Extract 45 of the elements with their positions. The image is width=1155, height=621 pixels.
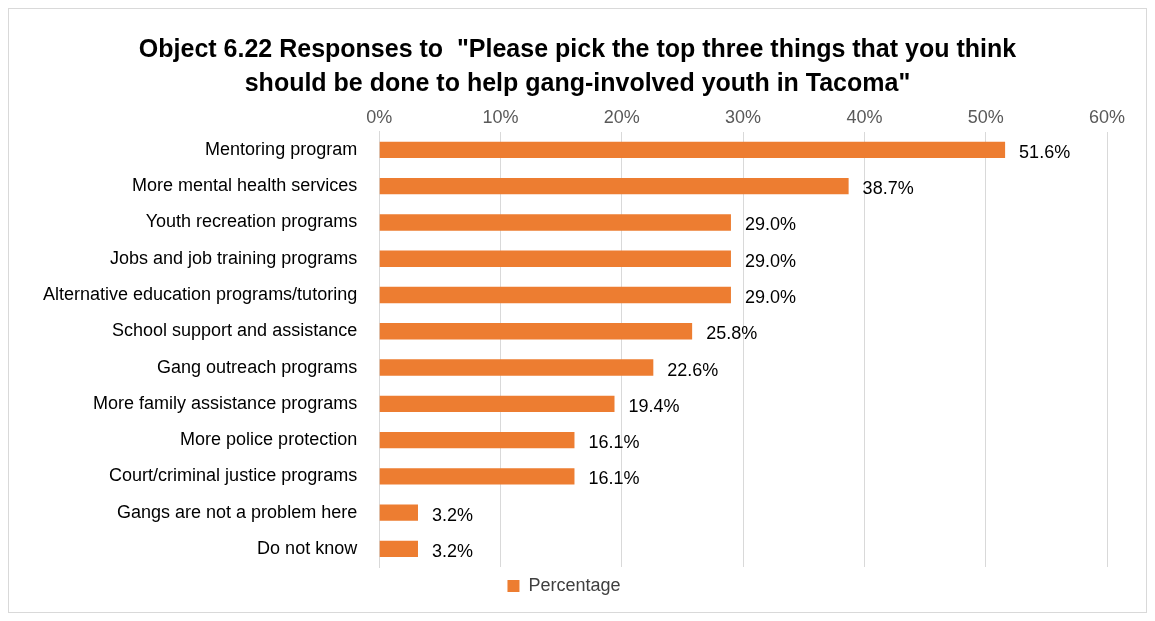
bar: [379, 395, 615, 412]
bar: [379, 504, 418, 521]
data-label: 19.4%: [628, 395, 680, 416]
bar: [379, 468, 575, 485]
x-tick-label: 30%: [725, 106, 762, 127]
bar: [379, 323, 693, 340]
legend-label: Percentage: [528, 574, 621, 595]
data-label: 16.1%: [588, 468, 640, 489]
data-label: 25.8%: [706, 323, 758, 344]
y-tick-label: Alternative education programs/tutoring: [42, 283, 358, 304]
bar: [379, 286, 731, 304]
y-tick-label: Do not know: [257, 537, 359, 558]
data-label: 22.6%: [667, 359, 719, 380]
bar: [379, 141, 1006, 159]
y-tick-label: More mental health services: [132, 175, 358, 196]
y-tick-label: Mentoring program: [205, 138, 358, 159]
data-label: 29.0%: [744, 286, 796, 307]
bar: [379, 250, 731, 267]
y-tick-label: Court/criminal justice programs: [109, 465, 358, 486]
data-label: 16.1%: [588, 432, 640, 453]
y-tick-label: Youth recreation programs: [145, 211, 358, 232]
x-tick-label: 60%: [1088, 106, 1126, 127]
chart-title: Object 6.22 Responses to "Please pick the top three things that you think should be done to help gang-involved youth in Tacoma": [137, 33, 1018, 98]
bar: [379, 431, 575, 449]
bar: [379, 214, 731, 231]
y-tick-label: School support and assistance: [112, 320, 358, 341]
data-label: 51.6%: [1019, 141, 1071, 162]
data-label: 38.7%: [862, 178, 914, 199]
y-tick-label: Gang outreach programs: [157, 356, 358, 377]
data-label: 29.0%: [744, 214, 796, 235]
x-tick-label: 0%: [366, 106, 393, 127]
y-tick-label: Gangs are not a problem here: [117, 501, 358, 522]
data-label: 3.2%: [431, 504, 474, 525]
y-tick-label: More family assistance programs: [93, 392, 358, 413]
x-tick-label: 10%: [482, 106, 519, 127]
x-tick-label: 50%: [967, 106, 1004, 127]
bar: [379, 178, 849, 195]
data-label: 29.0%: [744, 250, 796, 271]
y-tick-label: More police protection: [180, 429, 358, 450]
bar: [379, 540, 418, 558]
y-tick-label: Jobs and job training programs: [110, 247, 358, 268]
x-tick-label: 40%: [846, 106, 883, 127]
data-label: 3.2%: [431, 540, 474, 561]
bar: [379, 359, 654, 376]
x-tick-label: 20%: [603, 106, 640, 127]
